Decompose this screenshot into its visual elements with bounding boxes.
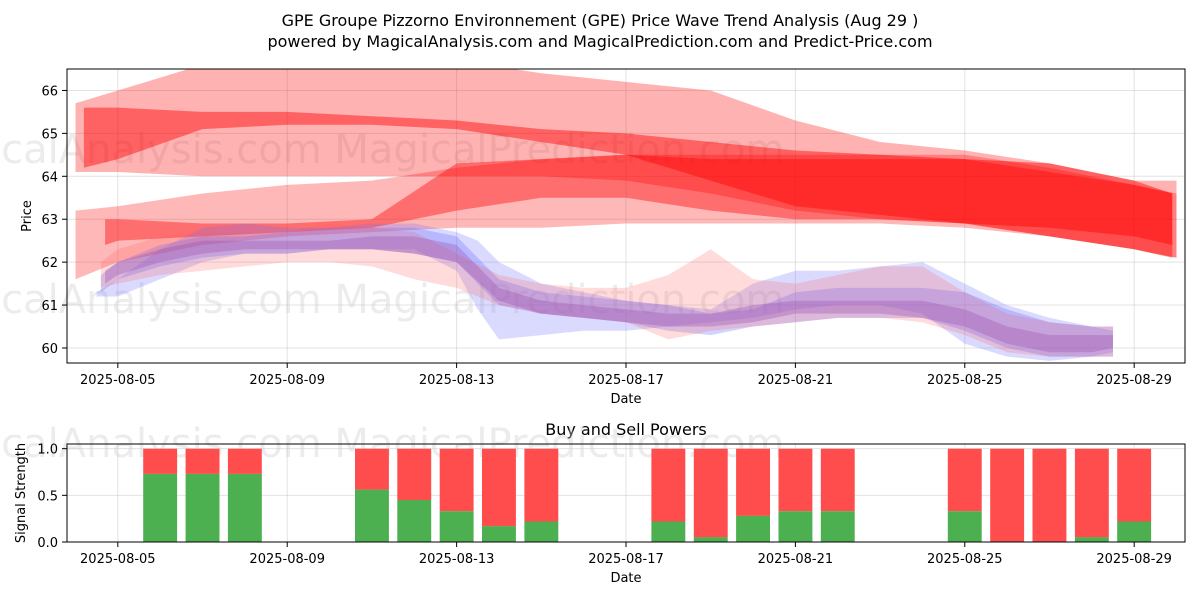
price-y-tick-label: 60	[41, 342, 58, 357]
buy-power-bar	[227, 473, 262, 542]
buy-sell-x-ticks: 2025-08-05 2025-08-09 2025-08-13 2025-08-17…	[80, 542, 1172, 567]
wave-band-upper-wave-inner	[83, 107, 1173, 245]
buy-sell-x-axis-label: Date	[610, 571, 641, 586]
buy-sell-y-ticks: 0.0 0.5 1.0	[37, 443, 67, 551]
wave-band-price-band-blue-inner	[100, 227, 1113, 357]
price-x-tick-label: 2025-08-21	[758, 373, 834, 388]
price-wave-plot: MagicalAnalysis.com MagicalPrediction.co…	[0, 68, 1186, 407]
wave-band-lower-wave-outer	[75, 154, 1177, 280]
buy-power-bar	[1117, 521, 1152, 542]
price-y-tick-label: 66	[41, 84, 58, 99]
buy-sell-bars	[143, 448, 1152, 542]
wave-band-price-band-red	[100, 223, 1113, 357]
sell-power-bar	[736, 448, 770, 516]
chart-subtitle: powered by MagicalAnalysis.com and Magic…	[267, 32, 932, 51]
buy-power-bar	[397, 500, 432, 542]
watermark-top-2: MagicalAnalysis.com MagicalPrediction.co…	[0, 277, 784, 323]
price-y-axis-label: Price	[20, 200, 35, 232]
buy-sell-x-tick-label: 2025-08-09	[249, 552, 325, 567]
sell-power-bar	[524, 448, 559, 522]
sell-power-bar	[1074, 448, 1109, 538]
buy-sell-plot: Buy and Sell Powers MagicalAnalysis.com …	[0, 420, 1186, 586]
buy-power-bar	[482, 526, 516, 542]
buy-power-bar	[439, 511, 474, 542]
chart-title: GPE Groupe Pizzorno Environnement (GPE) …	[282, 11, 919, 30]
buy-power-bar	[143, 473, 178, 542]
price-x-tick-label: 2025-08-05	[80, 373, 156, 388]
price-wave-series	[75, 69, 1177, 361]
buy-power-bar	[820, 511, 855, 542]
sell-power-bar	[482, 448, 516, 527]
buy-power-bar	[778, 511, 813, 542]
buy-power-bar	[693, 537, 728, 542]
sell-power-bar	[397, 448, 432, 500]
sell-power-bar	[820, 448, 855, 512]
price-y-ticks: 60 61 62 63 64 65 66	[41, 84, 67, 357]
price-x-ticks: 2025-08-05 2025-08-09 2025-08-13 2025-08-17…	[80, 363, 1172, 388]
buy-sell-x-tick-label: 2025-08-17	[588, 552, 664, 567]
buy-sell-x-tick-label: 2025-08-29	[1096, 552, 1172, 567]
price-x-tick-label: 2025-08-09	[249, 373, 325, 388]
price-plot-background	[67, 69, 1185, 363]
sell-power-bar	[185, 448, 220, 474]
wave-band-lower-wave-inner	[105, 154, 1173, 258]
price-x-tick-label: 2025-08-25	[927, 373, 1003, 388]
sell-power-bar	[990, 448, 1025, 542]
buy-sell-x-tick-label: 2025-08-21	[758, 552, 834, 567]
price-y-tick-label: 62	[41, 256, 58, 271]
sell-power-bar	[947, 448, 982, 512]
wave-band-price-band-blue-outer	[96, 223, 1114, 361]
price-x-tick-label: 2025-08-29	[1096, 373, 1172, 388]
price-y-tick-label: 65	[41, 127, 58, 142]
sell-power-bar	[355, 448, 389, 490]
price-gridlines	[67, 69, 1185, 363]
sell-power-bar	[1032, 448, 1067, 542]
price-y-tick-label: 61	[41, 299, 58, 314]
sell-power-bar	[651, 448, 686, 522]
buy-sell-y-axis-label: Signal Strength	[14, 443, 29, 543]
sell-power-bar	[778, 448, 813, 512]
buy-power-bar	[524, 521, 559, 542]
buy-sell-y-tick-label: 0.0	[37, 536, 58, 551]
price-x-axis-label: Date	[610, 392, 641, 407]
buy-power-bar	[651, 521, 686, 542]
price-y-tick-label: 64	[41, 170, 58, 185]
buy-sell-title: Buy and Sell Powers	[545, 420, 707, 439]
buy-power-bar	[355, 489, 389, 542]
buy-sell-y-tick-label: 0.5	[37, 489, 58, 504]
sell-power-bar	[693, 448, 728, 538]
price-x-tick-label: 2025-08-17	[588, 373, 664, 388]
buy-power-bar	[736, 515, 770, 542]
sell-power-bar	[1117, 448, 1152, 522]
wave-band-price-core-purple	[105, 236, 1114, 353]
sell-power-bar	[143, 448, 178, 474]
price-x-tick-label: 2025-08-13	[419, 373, 495, 388]
buy-power-bar	[947, 511, 982, 542]
buy-power-bar	[185, 473, 220, 542]
sell-power-bar	[227, 448, 262, 474]
buy-sell-y-tick-label: 1.0	[37, 443, 58, 458]
buy-sell-x-tick-label: 2025-08-25	[927, 552, 1003, 567]
buy-sell-x-tick-label: 2025-08-13	[419, 552, 495, 567]
watermark-top-1: MagicalAnalysis.com MagicalPrediction.co…	[0, 127, 784, 173]
wave-band-upper-wave-outer	[75, 69, 1177, 258]
price-y-tick-label: 63	[41, 213, 58, 228]
buy-sell-x-tick-label: 2025-08-05	[80, 552, 156, 567]
sell-power-bar	[439, 448, 474, 512]
buy-power-bar	[1074, 537, 1109, 542]
